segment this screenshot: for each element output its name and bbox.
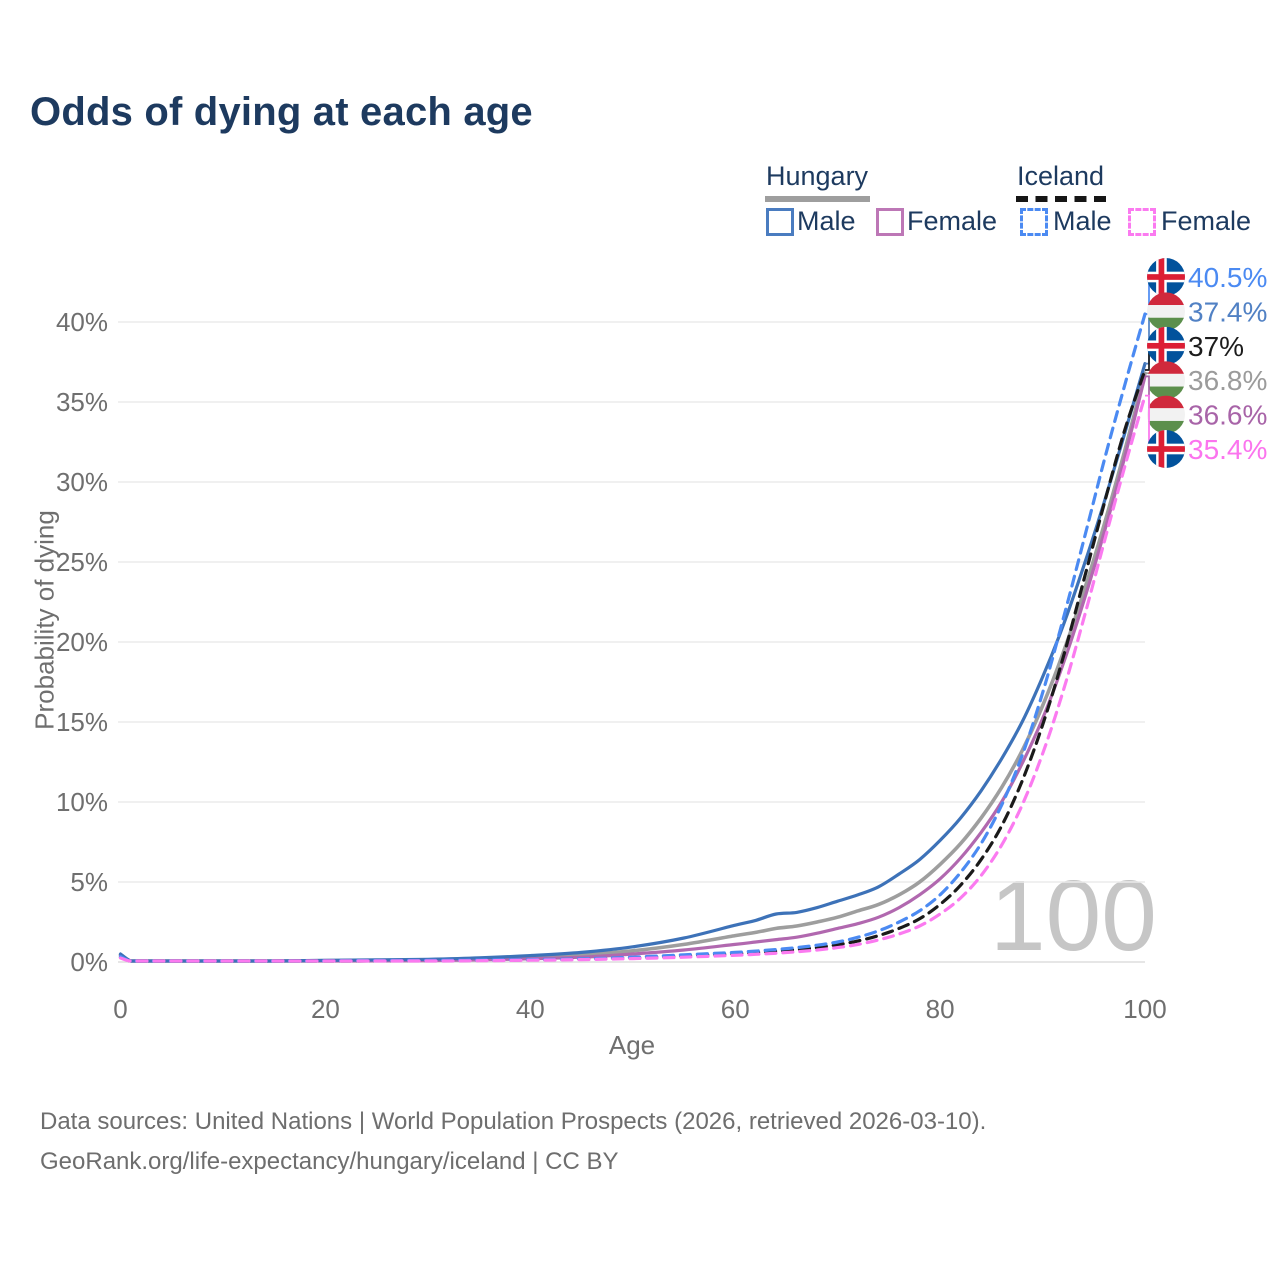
y-tick-label: 5% xyxy=(70,867,108,897)
x-tick-label: 40 xyxy=(516,994,545,1024)
y-tick-label: 10% xyxy=(56,787,108,817)
series-line-iceland-both[interactable] xyxy=(118,368,1147,963)
iceland-flag-icon xyxy=(1147,258,1185,296)
legend-item-hungary-female[interactable]: Female xyxy=(876,206,997,237)
series-line-hungary-female[interactable] xyxy=(118,374,1147,963)
y-tick-label: 30% xyxy=(56,467,108,497)
series-line-hungary-male[interactable] xyxy=(118,362,1147,963)
attribution-line: GeoRank.org/life-expectancy/hungary/icel… xyxy=(40,1148,619,1175)
series-line-hungary-both[interactable] xyxy=(118,371,1147,963)
x-tick-label: 60 xyxy=(721,994,750,1024)
y-tick-label: 15% xyxy=(56,707,108,737)
iceland-flag-icon xyxy=(1147,326,1185,365)
legend-group-iceland-title[interactable]: Iceland xyxy=(1017,161,1105,191)
iceland-female-swatch-icon xyxy=(1128,207,1156,236)
y-tick-label: 35% xyxy=(56,387,108,417)
end-value-label[interactable]: 36.6% xyxy=(1188,400,1267,431)
legend-item-label: Male xyxy=(1053,206,1112,236)
series-line-iceland-female[interactable] xyxy=(118,394,1147,963)
legend-item-label: Female xyxy=(1161,206,1252,236)
iceland-flag-icon xyxy=(1147,430,1185,468)
x-tick-label: 80 xyxy=(926,994,955,1024)
hungary-female-swatch-icon xyxy=(876,207,904,236)
end-value-label[interactable]: 36.8% xyxy=(1188,365,1267,396)
hungary-flag-icon xyxy=(1147,292,1185,331)
hungary-flag-icon xyxy=(1147,361,1185,400)
x-axis-title: Age xyxy=(608,1030,656,1060)
legend-item-hungary-male[interactable]: Male xyxy=(766,206,856,237)
end-value-label[interactable]: 40.5% xyxy=(1188,262,1267,293)
chart-title: Odds of dying at each age xyxy=(30,90,533,134)
iceland-male-swatch-icon xyxy=(1020,207,1048,236)
legend-item-label: Female xyxy=(907,206,998,236)
hungary-flag-icon xyxy=(1147,395,1185,434)
legend-item-iceland-male[interactable]: Male xyxy=(1020,206,1112,237)
y-tick-label: 0% xyxy=(70,947,108,977)
data-source-line: Data sources: United Nations | World Pop… xyxy=(40,1108,987,1135)
legend-hungary-line-style-swatch xyxy=(765,196,870,202)
end-value-label[interactable]: 37.4% xyxy=(1188,296,1267,327)
end-value-label[interactable]: 35.4% xyxy=(1188,434,1267,465)
legend-iceland-line-style-swatch xyxy=(1016,196,1106,202)
end-value-label[interactable]: 37% xyxy=(1188,331,1244,362)
hungary-male-swatch-icon xyxy=(766,207,794,236)
y-tick-label: 25% xyxy=(56,547,108,577)
x-tick-label: 20 xyxy=(311,994,340,1024)
y-tick-label: 20% xyxy=(56,627,108,657)
legend-item-label: Male xyxy=(797,206,856,236)
legend-group-hungary-title[interactable]: Hungary xyxy=(766,161,869,191)
y-tick-label: 40% xyxy=(56,307,108,337)
x-tick-label: 100 xyxy=(1123,994,1166,1024)
legend-item-iceland-female[interactable]: Female xyxy=(1128,206,1251,237)
series-line-iceland-male[interactable] xyxy=(118,312,1147,963)
x-tick-label: 0 xyxy=(113,994,127,1024)
y-axis-title: Probability of dying xyxy=(29,510,60,730)
